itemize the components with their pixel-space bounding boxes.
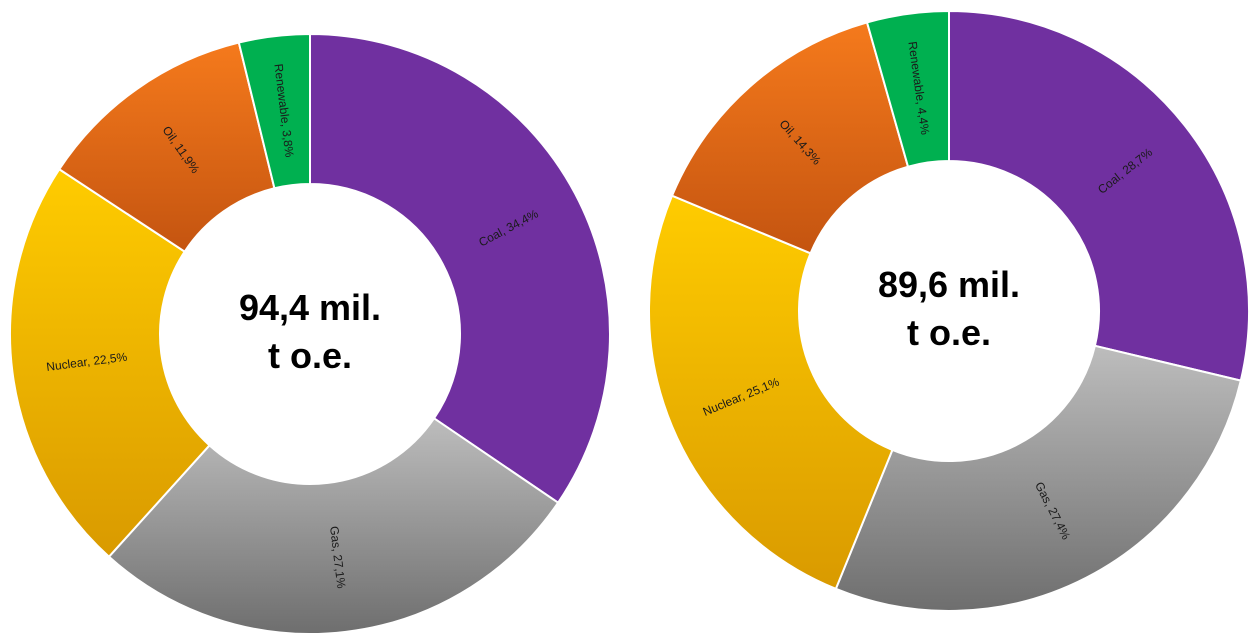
center-label-line-2: t o.e. [268,335,352,376]
slice-coal [948,9,1249,382]
slice-renewable [237,32,311,190]
center-label-line-1: 94,4 mil. [239,287,381,328]
slice-oil [670,21,910,255]
slice-nuclear [648,194,894,591]
donut-chart-2: Coal, 28,7%Gas, 27,4%Nuclear, 25,1%Oil, … [648,9,1249,612]
slice-renewable [865,9,950,168]
slice-gas [107,416,560,634]
slice-nuclear [9,167,211,559]
donut-chart-1: Coal, 34,4%Gas, 27,1%Nuclear, 22,5%Oil, … [9,32,611,634]
slice-coal [309,32,611,505]
slice-gas [834,344,1243,612]
center-label-line-2: t o.e. [907,312,991,353]
center-label-line-1: 89,6 mil. [878,264,1020,305]
